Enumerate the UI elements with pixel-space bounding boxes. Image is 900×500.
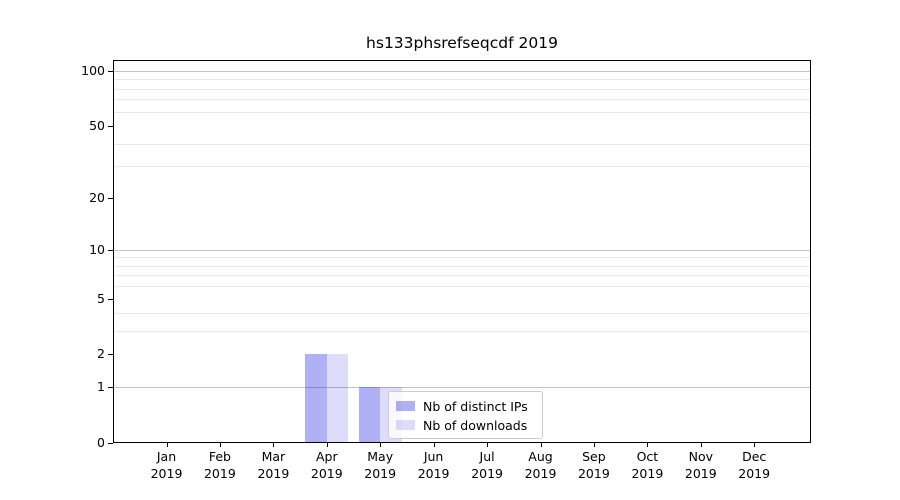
plot-area: [113, 60, 811, 443]
y-gridline-minor-70: [114, 99, 810, 101]
x-tick-label-jun-2019: Jun 2019: [417, 449, 450, 481]
y-tick-label-2: 2: [97, 346, 105, 362]
x-tick-dec-2019: [754, 443, 756, 447]
y-tick-50: [108, 126, 113, 127]
x-tick-label-jan-2019: Jan 2019: [150, 449, 183, 481]
y-tick-0: [108, 443, 113, 444]
y-gridline-minor-7: [114, 275, 810, 277]
x-tick-mar-2019: [273, 443, 275, 447]
y-tick-label-10: 10: [89, 241, 105, 257]
x-tick-label-jul-2019: Jul 2019: [471, 449, 503, 481]
x-tick-feb-2019: [219, 443, 221, 447]
x-tick-label-apr-2019: Apr 2019: [310, 449, 343, 481]
y-tick-label-20: 20: [89, 189, 105, 205]
x-tick-label-aug-2019: Aug 2019: [524, 449, 557, 481]
x-tick-nov-2019: [700, 443, 702, 447]
legend: Nb of distinct IPs Nb of downloads: [388, 391, 543, 439]
x-tick-label-oct-2019: Oct 2019: [631, 449, 664, 481]
bar-apr-2019-nb-of-downloads: [326, 354, 349, 443]
y-tick-10: [108, 250, 113, 251]
legend-swatch-downloads: [396, 420, 415, 430]
x-tick-jul-2019: [487, 443, 489, 447]
x-tick-label-sep-2019: Sep 2019: [577, 449, 610, 481]
y-gridline-minor-90: [114, 79, 810, 81]
legend-label-downloads: Nb of downloads: [423, 417, 528, 433]
y-tick-1: [108, 387, 113, 388]
x-tick-sep-2019: [593, 443, 595, 447]
y-tick-label-1: 1: [97, 379, 105, 395]
x-tick-aug-2019: [540, 443, 542, 447]
x-tick-jan-2019: [166, 443, 168, 447]
x-tick-label-mar-2019: Mar 2019: [257, 449, 290, 481]
x-tick-label-feb-2019: Feb 2019: [203, 449, 236, 481]
y-gridline-major-1: [114, 387, 810, 389]
y-tick-2: [108, 354, 113, 355]
y-gridline-minor-80: [114, 88, 810, 90]
x-tick-may-2019: [380, 443, 382, 447]
y-tick-label-5: 5: [97, 290, 105, 306]
y-gridline-minor-40: [114, 143, 810, 145]
x-tick-label-dec-2019: Dec 2019: [738, 449, 771, 481]
y-tick-label-100: 100: [81, 63, 105, 78]
legend-swatch-distinct-ips: [396, 401, 415, 411]
y-tick-label-50: 50: [89, 118, 105, 134]
x-tick-oct-2019: [647, 443, 649, 447]
chart-title: hs133phsrefseqcdf 2019: [366, 34, 558, 52]
legend-row-downloads: Nb of downloads: [396, 416, 536, 434]
y-tick-20: [108, 198, 113, 199]
y-gridline-minor-30: [114, 166, 810, 168]
y-gridline-minor-60: [114, 111, 810, 113]
bar-may-2019-nb-of-distinct-ips: [358, 387, 381, 443]
y-gridline-major-10: [114, 249, 810, 251]
legend-label-distinct-ips: Nb of distinct IPs: [423, 398, 528, 414]
y-gridline-minor-3: [114, 331, 810, 333]
x-tick-apr-2019: [326, 443, 328, 447]
y-tick-label-0: 0: [97, 435, 105, 450]
y-tick-100: [108, 71, 113, 72]
y-gridline-minor-4: [114, 313, 810, 315]
x-tick-label-may-2019: May 2019: [364, 449, 397, 481]
y-gridline-minor-9: [114, 257, 810, 259]
legend-row-distinct-ips: Nb of distinct IPs: [396, 397, 536, 415]
y-tick-5: [108, 299, 113, 300]
y-gridline-minor-8: [114, 265, 810, 267]
x-tick-label-nov-2019: Nov 2019: [684, 449, 717, 481]
x-tick-jun-2019: [433, 443, 435, 447]
y-gridline-minor-6: [114, 286, 810, 288]
y-gridline-major-100: [114, 71, 810, 72]
bar-apr-2019-nb-of-distinct-ips: [305, 354, 327, 443]
